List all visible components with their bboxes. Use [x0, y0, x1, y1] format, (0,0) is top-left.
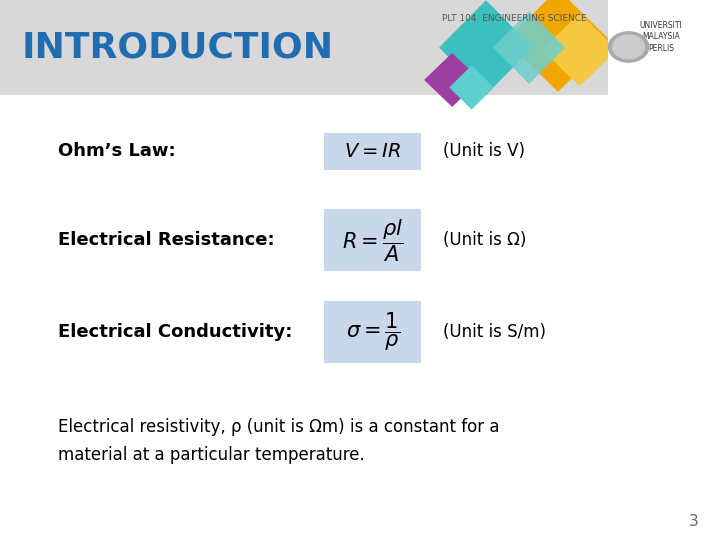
Text: 3: 3 — [688, 514, 698, 529]
Text: $V = IR$: $V = IR$ — [344, 141, 401, 161]
Text: $\sigma = \dfrac{1}{\rho}$: $\sigma = \dfrac{1}{\rho}$ — [346, 311, 400, 353]
Text: $R = \dfrac{\rho l}{A}$: $R = \dfrac{\rho l}{A}$ — [342, 217, 403, 264]
Polygon shape — [449, 65, 494, 110]
Bar — [324, 209, 421, 271]
Circle shape — [613, 35, 644, 59]
Text: (Unit is Ω): (Unit is Ω) — [443, 231, 526, 249]
Text: (Unit is S/m): (Unit is S/m) — [443, 323, 546, 341]
Text: (Unit is V): (Unit is V) — [443, 142, 525, 160]
Polygon shape — [424, 53, 480, 107]
Text: Electrical Conductivity:: Electrical Conductivity: — [58, 323, 292, 341]
Text: UNIVERSITI
MALAYSIA
PERLIS: UNIVERSITI MALAYSIA PERLIS — [639, 21, 683, 53]
Text: Ohm’s Law:: Ohm’s Law: — [58, 142, 175, 160]
Text: Electrical Resistance:: Electrical Resistance: — [58, 231, 274, 249]
Bar — [324, 133, 421, 170]
Polygon shape — [542, 13, 618, 86]
Text: Electrical resistivity, ρ (unit is Ωm) is a constant for a
material at a particu: Electrical resistivity, ρ (unit is Ωm) i… — [58, 418, 499, 464]
Bar — [324, 301, 421, 363]
Bar — [0, 0, 720, 94]
Text: PLT 104  ENGINEERING SCIENCE: PLT 104 ENGINEERING SCIENCE — [443, 14, 587, 23]
Polygon shape — [493, 11, 565, 84]
Text: INTRODUCTION: INTRODUCTION — [22, 30, 334, 64]
Polygon shape — [505, 0, 611, 92]
Polygon shape — [439, 0, 533, 95]
Circle shape — [608, 32, 649, 62]
Bar — [608, 0, 720, 94]
